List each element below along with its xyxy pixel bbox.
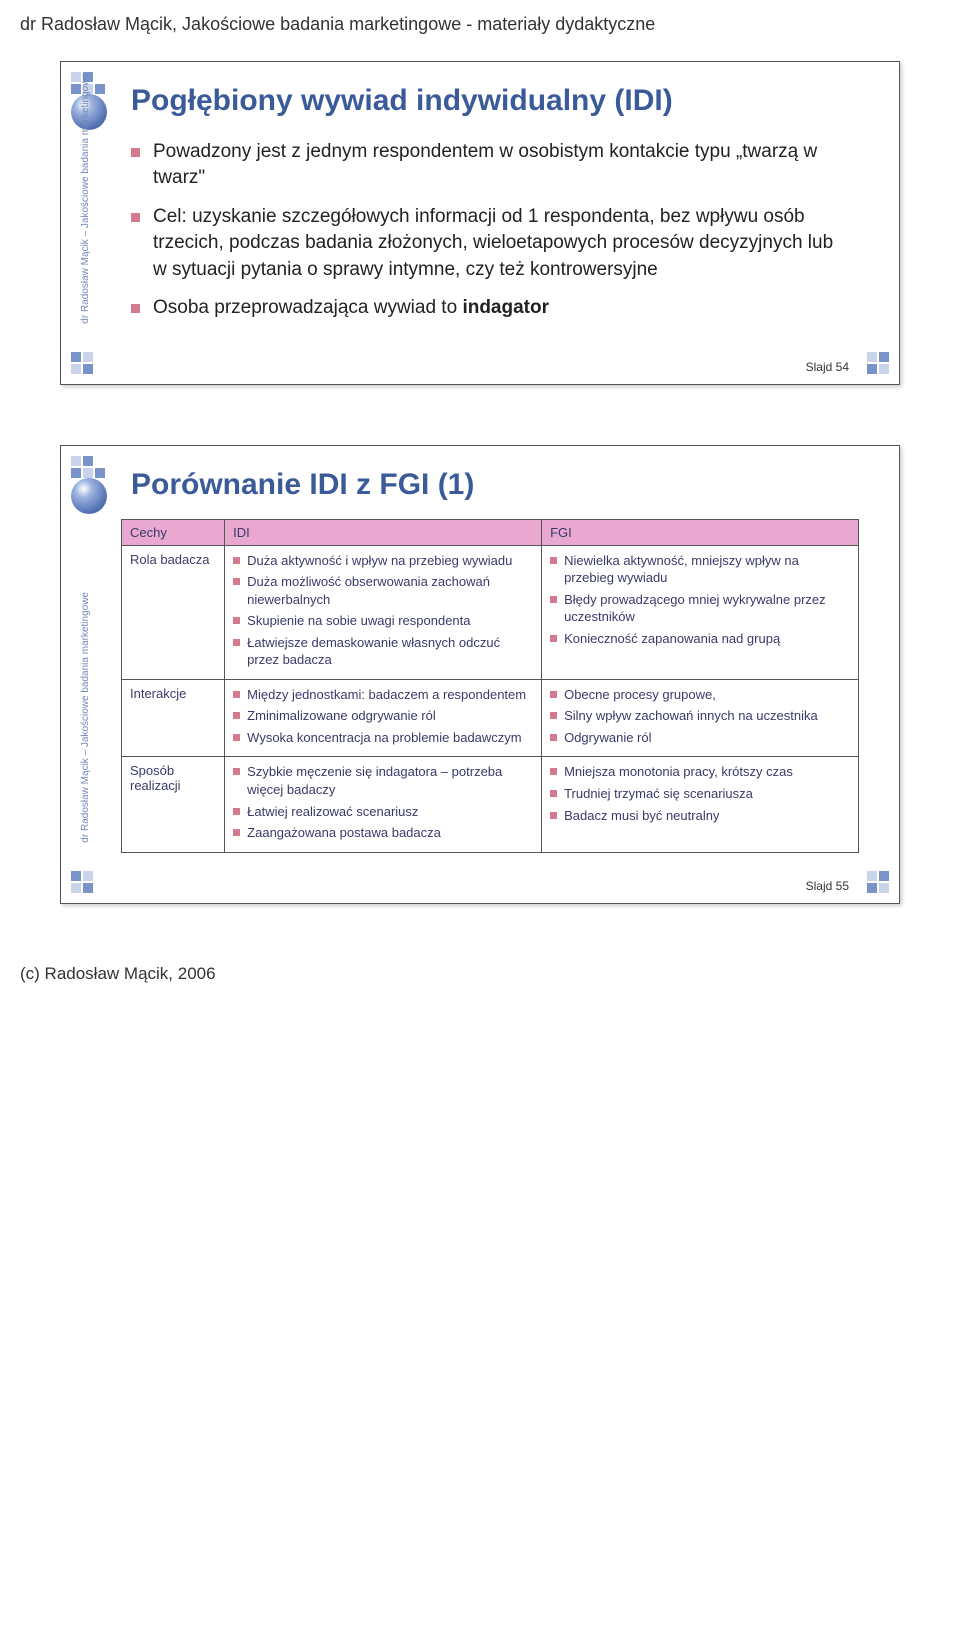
globe-icon <box>71 478 107 514</box>
table-row: Sposób realizacjiSzybkie męczenie się in… <box>122 757 859 852</box>
row-label: Rola badacza <box>122 545 225 679</box>
cell-bullet: Łatwiejsze demaskowanie własnych odczuć … <box>233 634 533 669</box>
slide-1-wrap: dr Radosław Mącik – Jakościowe badania m… <box>0 41 960 425</box>
slide-2-wrap: dr Radosław Mącik – Jakościowe badania m… <box>0 425 960 944</box>
cell-bullet: Konieczność zapanowania nad grupą <box>550 630 850 648</box>
table-header: Cechy <box>122 519 225 545</box>
corner-bl <box>71 871 93 893</box>
slide-1: dr Radosław Mącik – Jakościowe badania m… <box>60 61 900 385</box>
corner-br <box>867 871 889 893</box>
row-cell: Duża aktywność i wpływ na przebieg wywia… <box>225 545 542 679</box>
side-label: dr Radosław Mącik – Jakościowe badania m… <box>75 546 95 843</box>
cell-bullet: Szybkie męczenie się indagatora – potrze… <box>233 763 533 798</box>
cell-bullet: Skupienie na sobie uwagi respondenta <box>233 612 533 630</box>
slide-2: dr Radosław Mącik – Jakościowe badania m… <box>60 445 900 904</box>
table-row: Rola badacza Duża aktywność i wpływ na pr… <box>122 545 859 679</box>
cell-bullet: Mniejsza monotonia pracy, krótszy czas <box>550 763 850 781</box>
row-cell: Szybkie męczenie się indagatora – potrze… <box>225 757 542 852</box>
cell-bullet: Trudniej trzymać się scenariusza <box>550 785 850 803</box>
corner-tl <box>71 456 105 478</box>
corner-bl <box>71 352 93 374</box>
bullet-item: Powadzony jest z jednym respondentem w o… <box>131 139 849 192</box>
cell-bullet: Błędy prowadzącego mniej wykrywalne prze… <box>550 591 850 626</box>
row-cell: Obecne procesy grupowe, Silny wpływ zacho… <box>542 679 859 757</box>
cell-bullet: Duża możliwość obserwowania zachowań nie… <box>233 573 533 608</box>
slide-1-number: Slajd 54 <box>806 360 849 374</box>
cell-bullet: Łatwiej realizować scenariusz <box>233 803 533 821</box>
bullet-item: Cel: uzyskanie szczegółowych informacji … <box>131 204 849 284</box>
page-header: dr Radosław Mącik, Jakościowe badania ma… <box>0 0 960 41</box>
row-label: Interakcje <box>122 679 225 757</box>
side-label: dr Radosław Mącik – Jakościowe badania m… <box>75 162 95 324</box>
page-footer: (c) Radosław Mącik, 2006 <box>0 944 960 998</box>
comparison-table: CechyIDIFGI Rola badacza Duża aktywność i… <box>121 519 859 853</box>
table-header: FGI <box>542 519 859 545</box>
cell-bullet: Silny wpływ zachowań innych na uczestnik… <box>550 707 850 725</box>
row-label: Sposób realizacji <box>122 757 225 852</box>
slide-1-title: Pogłębiony wywiad indywidualny (IDI) <box>61 62 899 131</box>
cell-bullet: Odgrywanie ról <box>550 729 850 747</box>
cell-bullet: Niewielka aktywność, mniejszy wpływ na p… <box>550 552 850 587</box>
bullet-item: Osoba przeprowadzająca wywiad to indagat… <box>131 295 849 322</box>
corner-br <box>867 352 889 374</box>
slide-1-content: Powadzony jest z jednym respondentem w o… <box>61 131 899 385</box>
slide-2-title: Porównanie IDI z FGI (1) <box>61 446 899 515</box>
slide-2-number: Slajd 55 <box>806 879 849 893</box>
cell-bullet: Badacz musi być neutralny <box>550 807 850 825</box>
cell-bullet: Zminimalizowane odgrywanie ról <box>233 707 533 725</box>
row-cell: Między jednostkami: badaczem a responden… <box>225 679 542 757</box>
slide-1-bullets: Powadzony jest z jednym respondentem w o… <box>131 139 849 323</box>
cell-bullet: Wysoka koncentracja na problemie badawcz… <box>233 729 533 747</box>
cell-bullet: Obecne procesy grupowe, <box>550 686 850 704</box>
slide-2-content: CechyIDIFGI Rola badacza Duża aktywność i… <box>61 515 899 903</box>
table-header: IDI <box>225 519 542 545</box>
cell-bullet: Między jednostkami: badaczem a responden… <box>233 686 533 704</box>
cell-bullet: Duża aktywność i wpływ na przebieg wywia… <box>233 552 533 570</box>
row-cell: Niewielka aktywność, mniejszy wpływ na p… <box>542 545 859 679</box>
row-cell: Mniejsza monotonia pracy, krótszy czas Tr… <box>542 757 859 852</box>
table-row: Interakcje Między jednostkami: badaczem a… <box>122 679 859 757</box>
cell-bullet: Zaangażowana postawa badacza <box>233 824 533 842</box>
